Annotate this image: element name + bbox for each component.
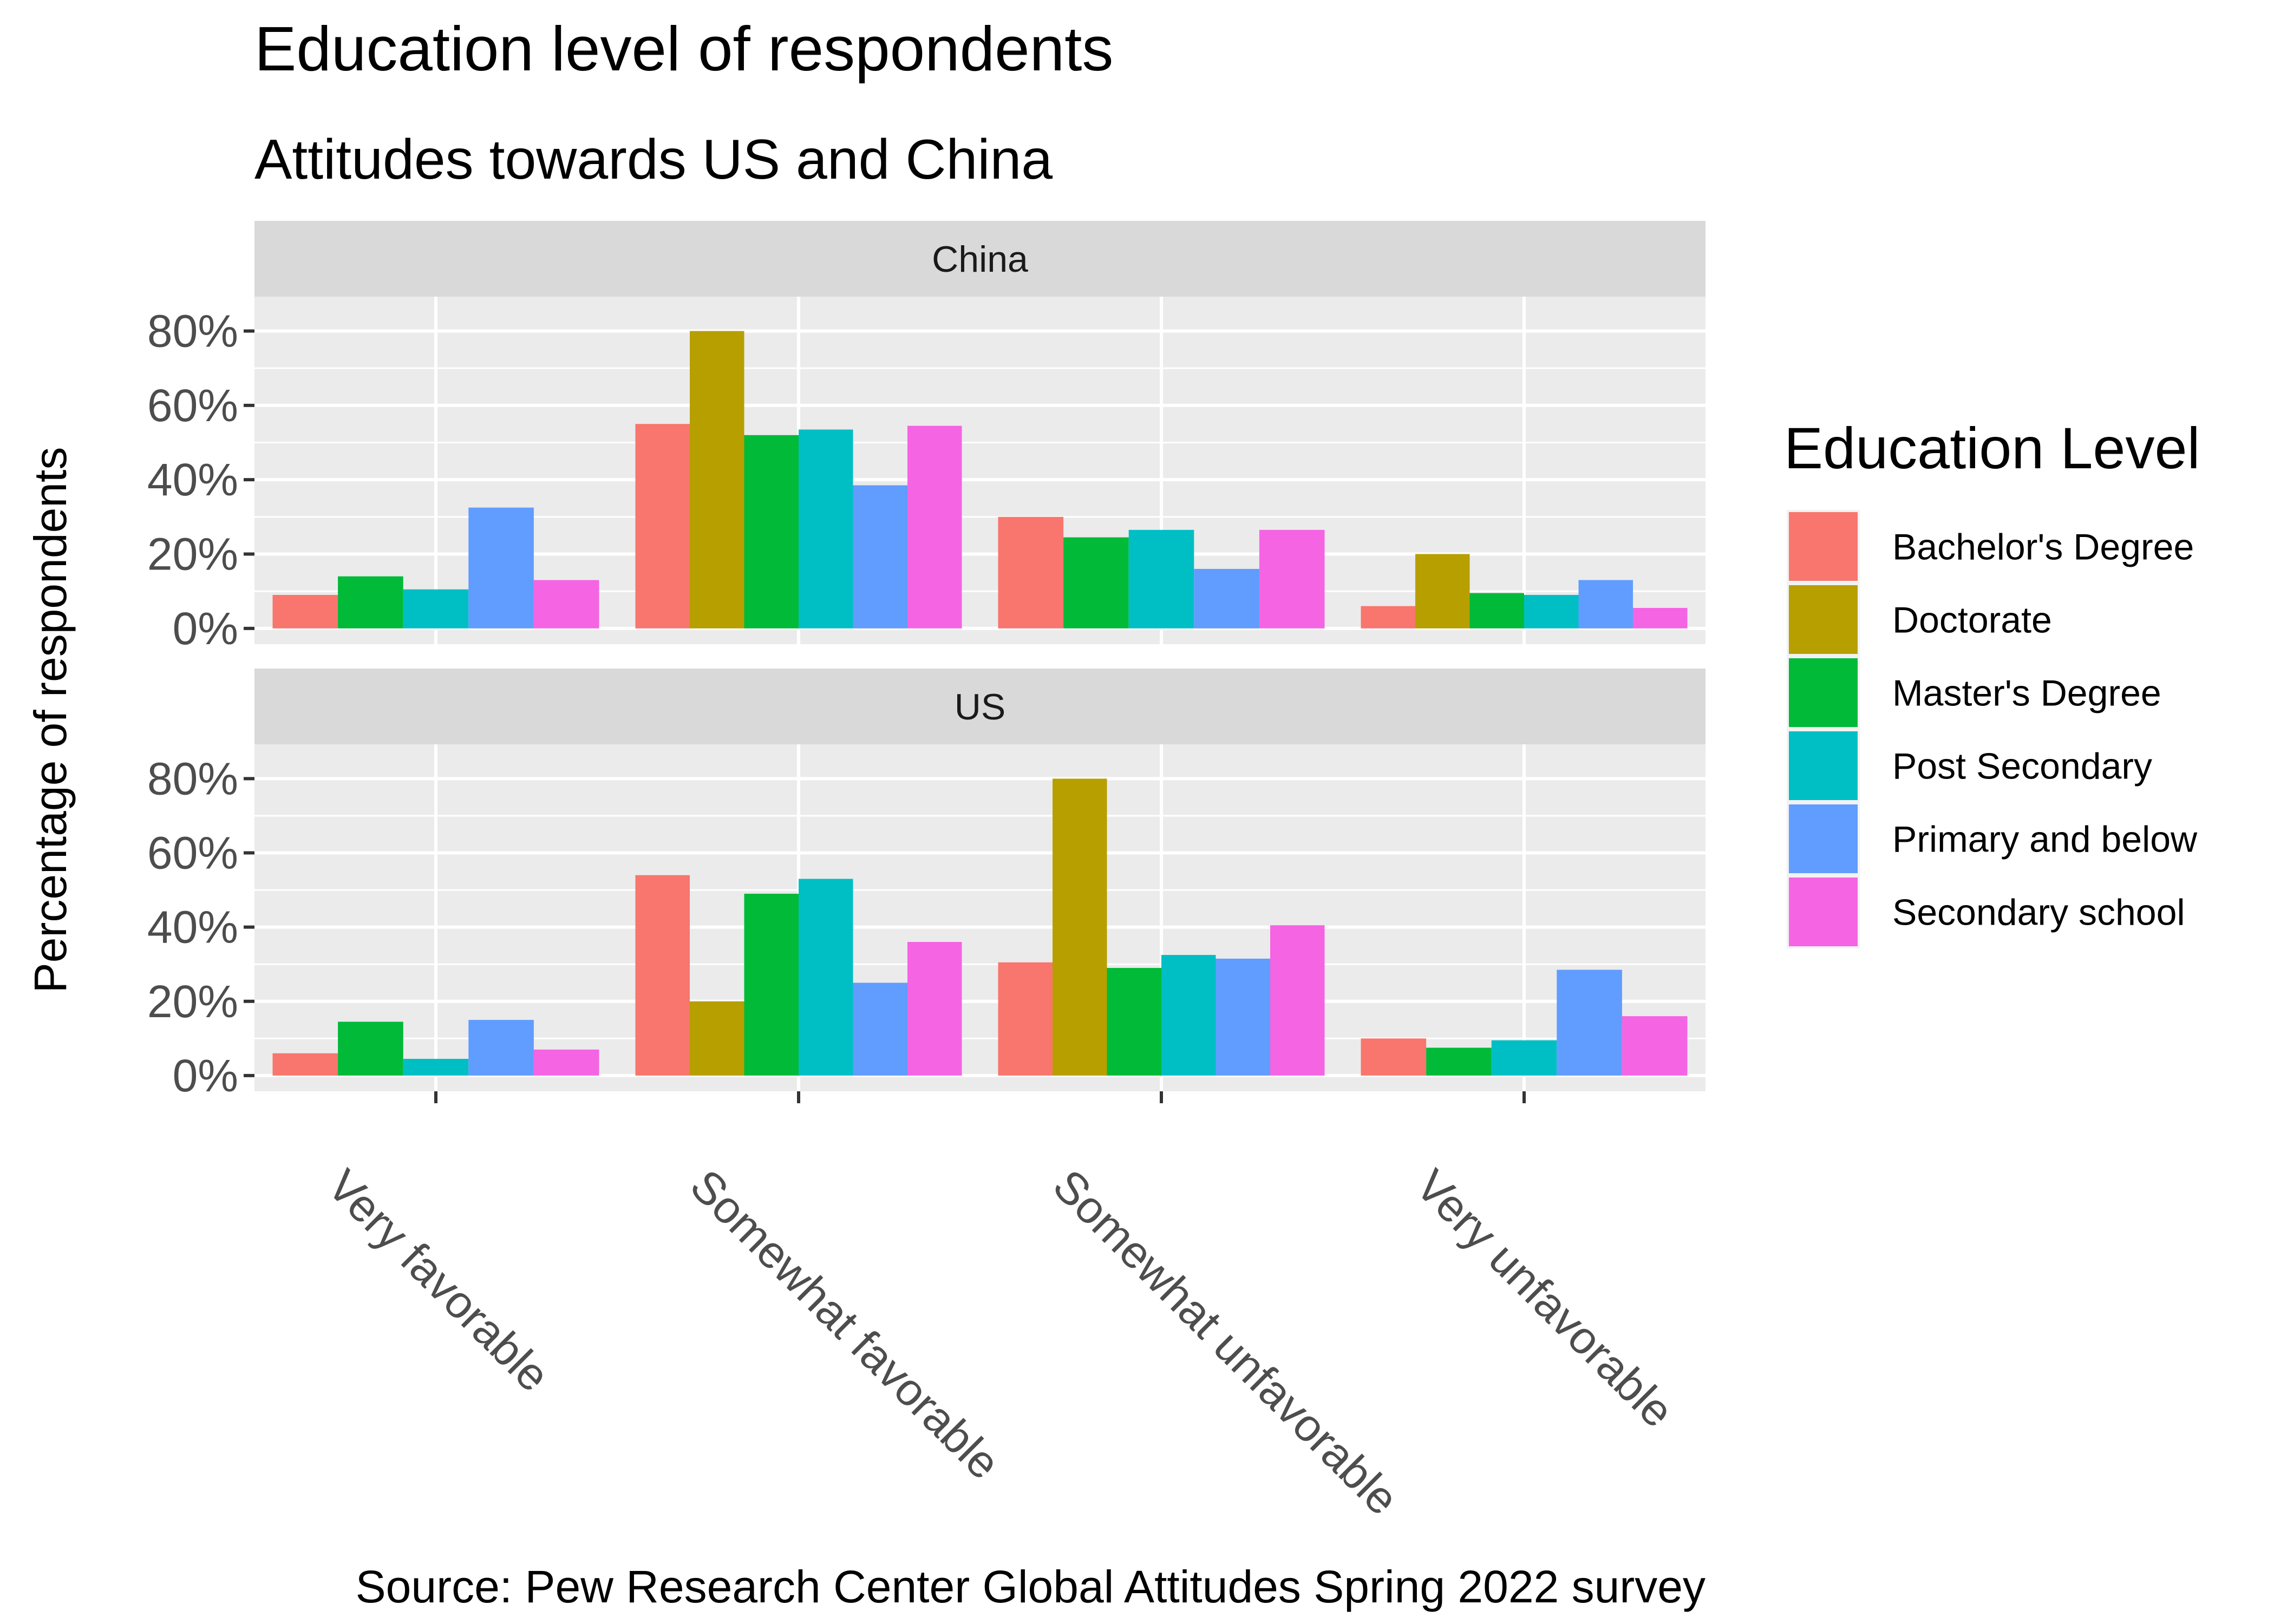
bar-us-very-unfavorable-bachelor-s-degree <box>1361 1038 1427 1076</box>
bar-china-somewhat-unfavorable-primary-and-below <box>1194 568 1259 628</box>
y-tick-label: 20% <box>147 528 238 579</box>
legend-label: Doctorate <box>1892 600 2052 641</box>
legend-swatch-doctorate <box>1789 585 1858 654</box>
facet-strip <box>254 221 1706 297</box>
chart-title: Education level of respondents <box>254 14 1113 84</box>
bar-us-somewhat-favorable-primary-and-below <box>853 983 907 1076</box>
bar-china-somewhat-favorable-primary-and-below <box>853 485 907 628</box>
legend: Education Level Bachelor's Degree Doctora… <box>1784 415 2200 948</box>
bar-us-somewhat-favorable-post-secondary <box>799 879 853 1076</box>
bar-china-somewhat-unfavorable-post-secondary <box>1128 529 1194 628</box>
bar-china-somewhat-unfavorable-bachelor-s-degree <box>998 516 1064 628</box>
bar-us-very-favorable-post-secondary <box>403 1059 469 1076</box>
y-tick-label: 0% <box>173 603 238 654</box>
bar-china-very-favorable-bachelor-s-degree <box>272 595 338 628</box>
legend-label: Secondary school <box>1892 892 2185 933</box>
facet-strip-label: US <box>955 686 1005 728</box>
legend-title: Education Level <box>1784 415 2200 481</box>
legend-swatch-post-secondary <box>1789 731 1858 800</box>
bar-china-somewhat-unfavorable-secondary-school <box>1259 529 1325 628</box>
bar-us-very-favorable-secondary-school <box>533 1049 599 1076</box>
legend-swatch-master-s-degree <box>1789 658 1858 727</box>
facet-us: US 0% 20% 40% 60% 80% <box>147 669 1706 1101</box>
y-tick-label: 60% <box>147 380 238 431</box>
legend-label: Primary and below <box>1892 819 2198 860</box>
bar-us-very-unfavorable-primary-and-below <box>1557 970 1622 1076</box>
y-tick-label: 60% <box>147 828 238 879</box>
legend-swatch-secondary-school <box>1789 878 1858 946</box>
y-tick-label: 40% <box>147 454 238 505</box>
bar-us-somewhat-unfavorable-doctorate <box>1053 778 1107 1076</box>
bar-us-very-unfavorable-post-secondary <box>1491 1040 1557 1076</box>
bar-us-very-favorable-master-s-degree <box>338 1021 403 1076</box>
bar-china-very-unfavorable-master-s-degree <box>1469 593 1524 628</box>
bar-us-somewhat-favorable-secondary-school <box>907 942 962 1076</box>
facet-panels: China 0% 20% 40% 60% 80% US 0% 20% 40% 60% 80% <box>147 221 1706 1101</box>
bar-china-somewhat-favorable-secondary-school <box>907 425 962 628</box>
bar-us-somewhat-favorable-bachelor-s-degree <box>635 875 690 1076</box>
y-tick-label: 40% <box>147 902 238 953</box>
bar-us-very-favorable-bachelor-s-degree <box>272 1053 338 1076</box>
legend-swatch-primary-and-below <box>1789 804 1858 873</box>
bar-china-very-favorable-primary-and-below <box>468 507 534 628</box>
y-tick-label: 80% <box>147 306 238 357</box>
facet-strip-label: China <box>932 239 1028 280</box>
bar-us-somewhat-favorable-doctorate <box>690 1001 744 1076</box>
bar-us-very-unfavorable-secondary-school <box>1622 1016 1688 1076</box>
bar-us-somewhat-unfavorable-secondary-school <box>1270 925 1325 1076</box>
legend-label: Post Secondary <box>1892 746 2152 787</box>
bar-china-somewhat-favorable-doctorate <box>690 331 744 628</box>
y-tick-label: 0% <box>173 1050 238 1101</box>
bar-us-very-favorable-primary-and-below <box>468 1020 534 1076</box>
bar-china-very-favorable-post-secondary <box>403 589 469 628</box>
bar-china-very-unfavorable-secondary-school <box>1633 608 1688 628</box>
bar-us-somewhat-favorable-master-s-degree <box>744 893 799 1076</box>
y-axis-label: Percentage of respondents <box>25 447 76 993</box>
legend-label: Bachelor's Degree <box>1892 527 2194 568</box>
bar-us-somewhat-unfavorable-bachelor-s-degree <box>998 962 1053 1076</box>
bar-us-somewhat-unfavorable-primary-and-below <box>1216 958 1270 1076</box>
bar-china-very-unfavorable-doctorate <box>1415 554 1470 628</box>
bar-us-very-unfavorable-master-s-degree <box>1426 1047 1492 1076</box>
facet-strip <box>254 669 1706 744</box>
bar-china-somewhat-favorable-bachelor-s-degree <box>635 424 690 628</box>
bar-china-very-unfavorable-post-secondary <box>1524 595 1579 628</box>
bar-china-very-unfavorable-bachelor-s-degree <box>1361 606 1415 628</box>
facet-china: China 0% 20% 40% 60% 80% <box>147 221 1706 654</box>
bar-us-somewhat-unfavorable-master-s-degree <box>1107 968 1161 1076</box>
y-tick-label: 80% <box>147 753 238 804</box>
bar-china-very-favorable-secondary-school <box>533 580 599 628</box>
bar-china-very-unfavorable-primary-and-below <box>1578 580 1633 628</box>
legend-swatch-bachelor-s-degree <box>1789 512 1858 581</box>
bar-china-somewhat-unfavorable-master-s-degree <box>1063 537 1129 628</box>
legend-label: Master's Degree <box>1892 673 2161 714</box>
y-tick-label: 20% <box>147 976 238 1027</box>
chart-caption: Source: Pew Research Center Global Attit… <box>356 1561 1706 1612</box>
bar-china-somewhat-favorable-post-secondary <box>799 429 853 628</box>
bar-us-somewhat-unfavorable-post-secondary <box>1161 955 1216 1076</box>
bar-china-somewhat-favorable-master-s-degree <box>744 435 799 628</box>
bar-china-very-favorable-master-s-degree <box>338 576 403 628</box>
chart-subtitle: Attitudes towards US and China <box>254 128 1053 191</box>
